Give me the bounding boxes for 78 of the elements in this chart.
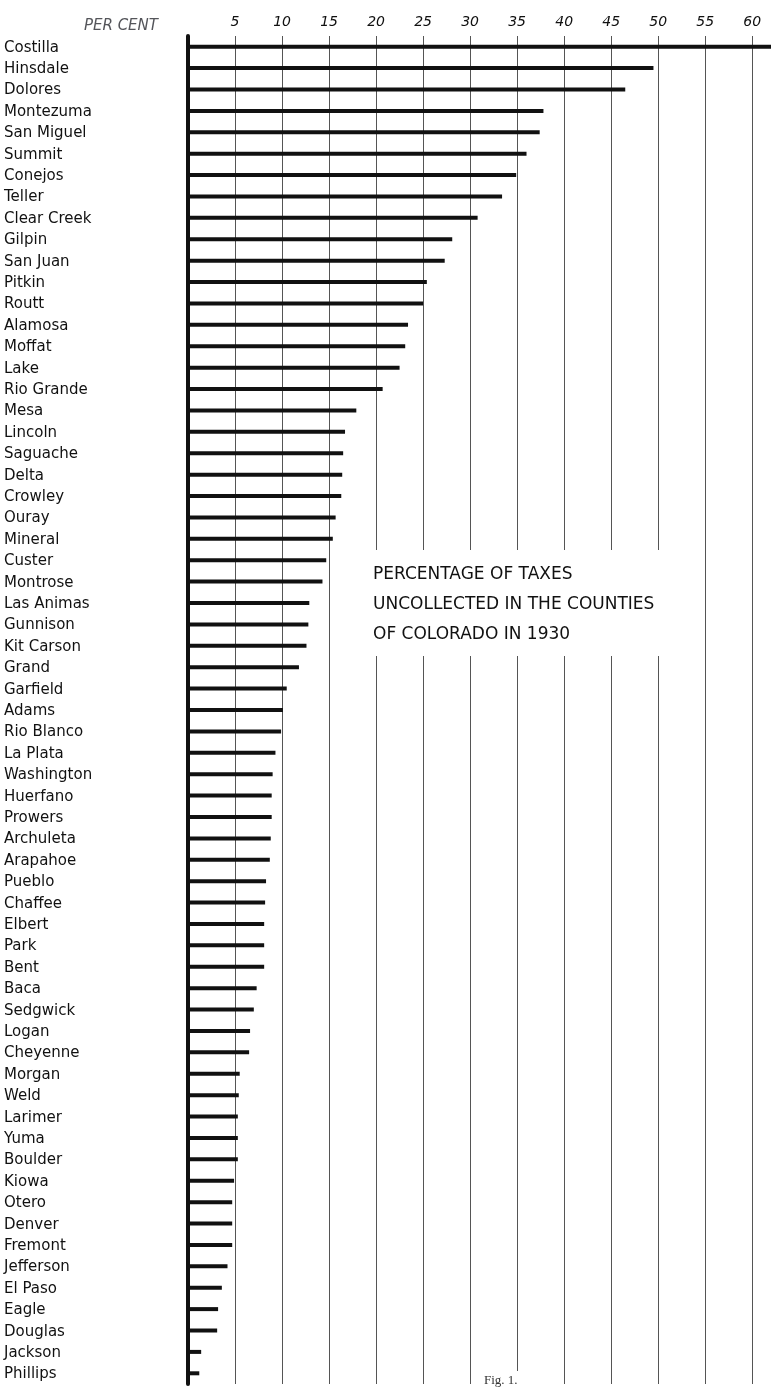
y-tick-label: Kit Carson	[4, 636, 81, 655]
x-tick-label: 40	[555, 13, 574, 29]
text: PERCENTAGE OF TAXES UNCOLLECTED IN THE COUNTIES OF COLORADO IN 1930	[373, 563, 660, 643]
y-tick-label: Adams	[4, 701, 56, 719]
x-tick-label: 60	[743, 13, 762, 29]
y-tick-label: Park	[4, 936, 37, 955]
y-tick-label: Kiowa	[4, 1171, 49, 1190]
y-tick-label: Otero	[4, 1193, 46, 1212]
y-tick-label: Prowers	[4, 807, 64, 826]
y-tick-label: Garfield	[4, 679, 64, 698]
y-tick-label: Montezuma	[4, 101, 92, 120]
y-tick-label: Baca	[4, 979, 41, 998]
y-tick-label: Arapahoe	[4, 850, 77, 869]
y-tick-label: Douglas	[4, 1321, 66, 1340]
y-tick-label: Logan	[4, 1021, 50, 1040]
y-tick-label: Summit	[4, 144, 63, 163]
y-tick-label: Lake	[4, 358, 39, 377]
y-tick-label: Yuma	[3, 1128, 45, 1147]
y-tick-label: Mineral	[4, 529, 60, 548]
y-tick-label: Clear Creek	[4, 208, 92, 227]
y-tick-label: Hinsdale	[4, 59, 69, 78]
x-tick-label: 30	[461, 13, 480, 29]
x-tick-label: 50	[649, 13, 668, 29]
y-tick-label: Las Animas	[4, 594, 90, 613]
x-tick-label: 5	[230, 13, 240, 29]
y-tick-label: Custer	[4, 551, 54, 570]
y-tick-label: Cheyenne	[4, 1043, 80, 1062]
y-tick-label: La Plata	[4, 743, 64, 762]
x-tick-label: 35	[508, 13, 527, 29]
x-tick-label: 20	[367, 13, 386, 29]
y-tick-label: Moffat	[4, 337, 52, 356]
y-tick-label: Jackson	[3, 1342, 62, 1361]
y-tick-label: Chaffee	[4, 893, 62, 912]
y-tick-label: Crowley	[4, 487, 65, 506]
y-tick-label: Eagle	[4, 1300, 46, 1319]
y-tick-label: Costilla	[4, 37, 60, 56]
y-tick-label: Gunnison	[4, 615, 75, 634]
y-tick-label: Grand	[4, 658, 51, 677]
y-tick-label: Fremont	[4, 1235, 66, 1254]
x-tick-label: 15	[320, 13, 339, 29]
y-tick-label: Pueblo	[4, 872, 55, 891]
y-tick-label: Ouray	[4, 508, 50, 527]
y-tick-label: Boulder	[4, 1150, 63, 1169]
y-tick-label: Larimer	[4, 1107, 63, 1126]
y-tick-label: San Miguel	[4, 123, 87, 142]
y-tick-label: Huerfano	[4, 786, 74, 805]
y-tick-label: Archuleta	[4, 829, 76, 848]
y-tick-label: Routt	[4, 294, 45, 313]
y-tick-label: Dolores	[4, 80, 62, 99]
y-tick-label: El Paso	[4, 1278, 57, 1297]
y-tick-label: Mesa	[4, 401, 44, 420]
y-tick-label: Delta	[4, 465, 45, 484]
y-tick-label: Rio Grande	[4, 380, 88, 399]
x-axis-title: PER CENT	[83, 15, 160, 34]
x-tick-label: 25	[414, 13, 433, 29]
y-tick-label: San Juan	[4, 251, 70, 270]
y-tick-label: Saguache	[4, 444, 78, 463]
y-tick-label: Lincoln	[4, 422, 58, 441]
y-tick-label: Denver	[4, 1214, 60, 1233]
y-tick-label: Morgan	[4, 1064, 61, 1083]
y-tick-label: Teller	[3, 187, 45, 206]
y-tick-label: Sedgwick	[4, 1000, 76, 1019]
annotation: Fig. 1.	[484, 1372, 518, 1387]
y-tick-label: Gilpin	[4, 230, 48, 249]
y-tick-label: Elbert	[4, 914, 49, 933]
y-tick-label: Weld	[4, 1086, 41, 1105]
x-tick-label: 10	[273, 13, 292, 29]
y-tick-label: Alamosa	[4, 315, 69, 334]
y-tick-label: Pitkin	[4, 273, 46, 292]
x-tick-label: 55	[696, 13, 715, 29]
y-tick-label: Bent	[4, 957, 40, 976]
y-tick-label: Washington	[4, 765, 93, 784]
y-tick-label: Conejos	[4, 166, 64, 185]
y-tick-label: Montrose	[4, 572, 74, 591]
x-tick-label: 45	[602, 13, 621, 29]
y-tick-label: Rio Blanco	[4, 722, 84, 741]
y-tick-label: Jefferson	[3, 1257, 70, 1276]
y-tick-label: Phillips	[4, 1364, 57, 1383]
